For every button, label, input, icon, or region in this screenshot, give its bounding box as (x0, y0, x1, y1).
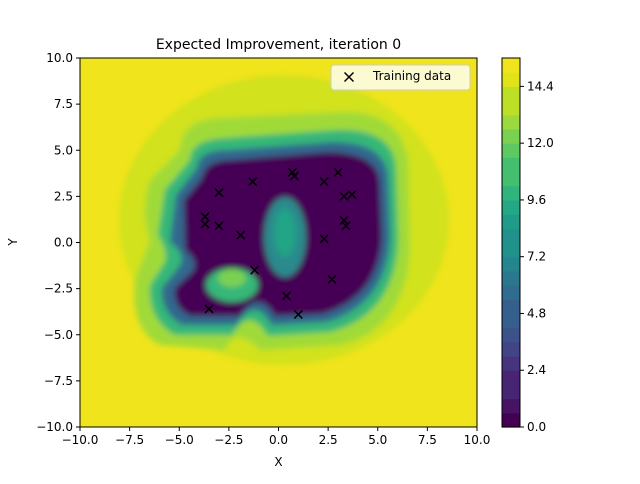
colorbar-level (502, 214, 520, 229)
colorbar-tick-label: 0.0 (527, 420, 546, 434)
colorbar-level (502, 228, 520, 244)
plot-area (80, 58, 477, 427)
x-axis: −10.0 −7.5 −5.0 −2.5 0.0 2.5 5.0 7.5 10.0 (62, 427, 491, 447)
training-point (248, 177, 258, 187)
y-axis: −10.0 −7.5 −5.0 −2.5 0.0 2.5 5.0 7.5 10.0 (36, 51, 80, 434)
y-tick-label: −7.5 (44, 374, 73, 388)
x-tick-label: −7.5 (115, 433, 144, 447)
training-point (347, 189, 357, 200)
training-point (333, 167, 343, 177)
colorbar-tick-label: 2.4 (527, 363, 546, 377)
training-point (339, 215, 349, 225)
colorbar-level (502, 299, 520, 315)
colorbar-level (502, 157, 520, 173)
colorbar-level (502, 256, 520, 272)
colorbar-level (502, 100, 520, 116)
colorbar-level (502, 199, 520, 215)
x-tick-label: 0.0 (269, 433, 288, 447)
training-point (293, 309, 303, 319)
colorbar-tick-label: 4.8 (527, 306, 546, 320)
training-point (319, 177, 329, 187)
contour-fill (119, 75, 449, 365)
y-tick-label: 5.0 (54, 143, 73, 157)
colorbar-level (502, 171, 520, 187)
colorbar-level (502, 72, 520, 87)
legend-marker (343, 71, 355, 83)
training-data-markers (200, 167, 357, 319)
x-axis-label: X (274, 455, 282, 469)
y-tick-label: −10.0 (36, 420, 73, 434)
legend: Training data (330, 64, 471, 91)
contour-peak-left-core (218, 269, 246, 287)
y-tick-label: 7.5 (54, 97, 73, 111)
colorbar-level (502, 58, 520, 73)
colorbar-level (502, 270, 520, 286)
contour-peak-center-core (274, 209, 296, 257)
colorbar-frame (501, 57, 521, 428)
colorbar: 0.0 2.4 4.8 7.2 9.6 12.0 14.4 (501, 57, 554, 434)
colorbar-level (502, 341, 520, 357)
x-tick-label: −10.0 (62, 433, 99, 447)
colorbar-level (502, 285, 520, 300)
legend-label: Training data (372, 69, 451, 83)
legend-box (330, 64, 471, 91)
training-point (214, 188, 224, 198)
colorbar-level (502, 384, 520, 400)
y-tick-label: 2.5 (54, 189, 73, 203)
training-point (236, 230, 246, 240)
colorbar-tick-label: 9.6 (527, 193, 546, 207)
chart-title: Expected Improvement, iteration 0 (156, 37, 401, 53)
colorbar-level (502, 185, 520, 201)
training-point (200, 212, 210, 222)
colorbar-level (502, 313, 520, 329)
training-point (341, 221, 351, 231)
colorbar-level (502, 370, 520, 386)
colorbar-level (502, 242, 520, 258)
colorbar-level (502, 86, 520, 102)
x-tick-label: −2.5 (214, 433, 243, 447)
y-axis-label: Y (6, 238, 20, 247)
x-tick-label: 5.0 (368, 433, 387, 447)
colorbar-level (502, 143, 520, 158)
y-tick-label: 0.0 (54, 236, 73, 250)
colorbar-level (502, 412, 520, 428)
training-point (319, 234, 329, 244)
colorbar-tick-label: 14.4 (527, 79, 554, 93)
training-point (204, 304, 214, 314)
training-point (281, 291, 291, 301)
colorbar-level (502, 128, 520, 144)
colorbar-tick-label: 7.2 (527, 250, 546, 264)
colorbar-level (502, 114, 520, 130)
x-tick-label: −5.0 (165, 433, 194, 447)
x-tick-label: 7.5 (418, 433, 437, 447)
y-tick-label: −2.5 (44, 282, 73, 296)
training-point (339, 191, 349, 201)
colorbar-level (502, 356, 520, 371)
x-tick-label: 2.5 (319, 433, 338, 447)
training-point (200, 219, 210, 229)
colorbar-level (502, 398, 520, 414)
colorbar-tick-label: 12.0 (527, 136, 554, 150)
training-point (214, 221, 224, 231)
x-tick-label: 10.0 (464, 433, 491, 447)
y-tick-label: −5.0 (44, 328, 73, 342)
training-point (250, 265, 260, 275)
colorbar-level (502, 327, 520, 343)
training-point (289, 171, 299, 181)
training-point (327, 274, 337, 284)
y-tick-label: 10.0 (46, 51, 73, 65)
